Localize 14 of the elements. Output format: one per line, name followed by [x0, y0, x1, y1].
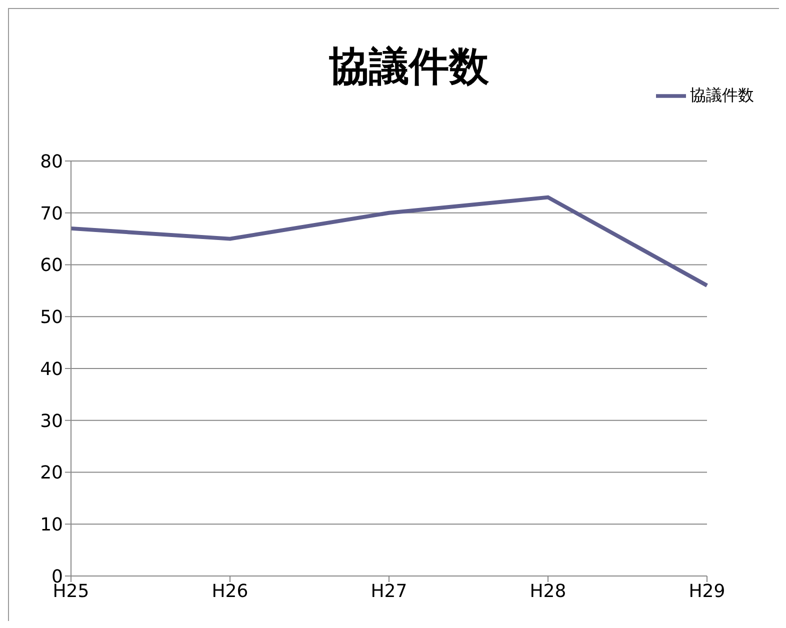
y-tick-label: 20 [40, 462, 63, 484]
y-tick-label: 50 [40, 307, 63, 328]
y-tick-label: 30 [40, 410, 63, 432]
chart-title: 協議件数 [329, 44, 489, 90]
y-tick-label: 70 [40, 203, 63, 224]
x-tick-label: H26 [212, 580, 248, 602]
y-tick-label: 10 [40, 514, 63, 536]
x-tick-label: H29 [688, 580, 726, 602]
y-tick-label: 40 [40, 358, 63, 380]
y-tick-label: 60 [40, 255, 63, 276]
y-tick-label: 80 [40, 151, 63, 172]
x-tick-label: H28 [530, 580, 566, 602]
x-tick-label: H27 [370, 580, 408, 602]
legend-label: 協議件数 [690, 85, 754, 104]
